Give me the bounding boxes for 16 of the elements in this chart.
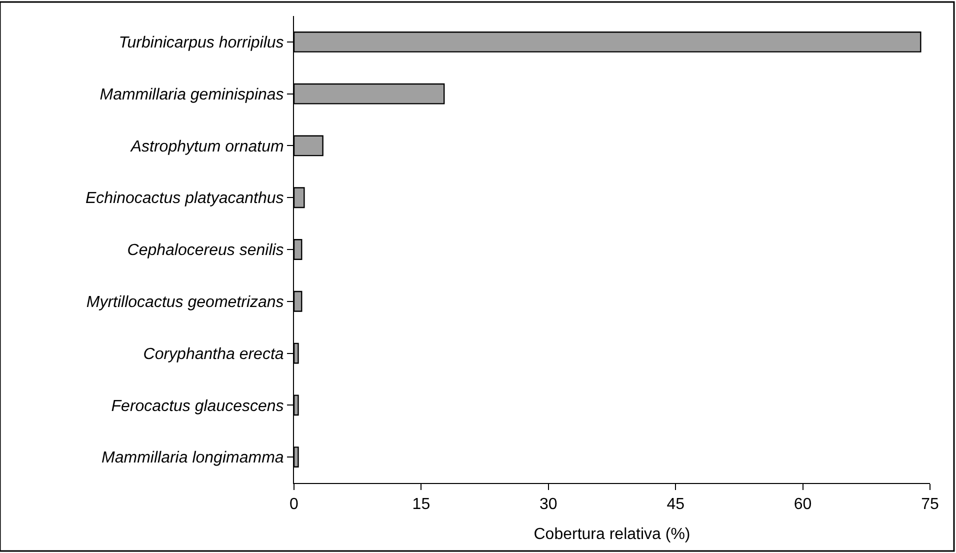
y-tick-label: Astrophytum ornatum — [130, 138, 284, 156]
y-tick-label: Turbinicarpus horripilus — [118, 34, 284, 52]
y-tick-label: Myrtillocactus geometrizans — [86, 294, 284, 311]
y-tick-label: Echinocactus platyacanthus — [85, 190, 284, 208]
y-tick-label: Cephalocereus senilis — [127, 242, 284, 260]
x-tick-label: 30 — [540, 496, 558, 514]
y-tick-label: Mammillaria longimamma — [102, 450, 284, 467]
x-axis-title: Cobertura relativa (%) — [534, 526, 690, 543]
y-tick-label: Coryphantha erecta — [143, 346, 284, 363]
x-tick-label: 45 — [666, 496, 685, 514]
y-tick-label: Mammillaria geminispinas — [100, 86, 284, 104]
x-tick-label: 15 — [412, 496, 430, 514]
x-tick-label: 0 — [290, 496, 299, 514]
y-tick-label: Ferocactus glaucescens — [111, 398, 284, 415]
x-tick-label: 75 — [921, 496, 939, 514]
x-tick-label: 60 — [794, 496, 812, 514]
